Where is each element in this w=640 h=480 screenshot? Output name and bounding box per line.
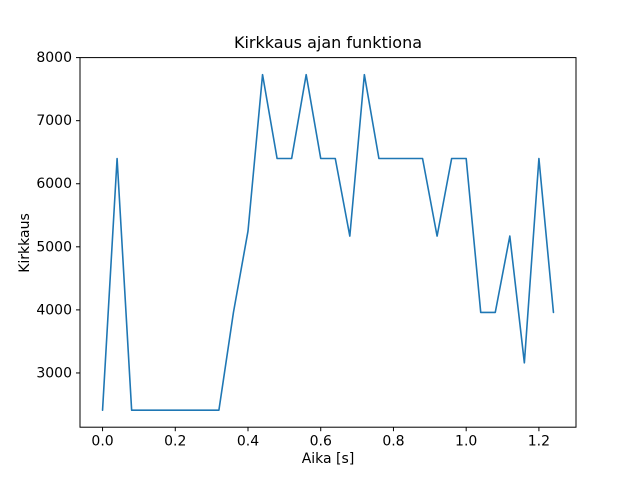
- y-tick-label: 6000: [36, 176, 72, 192]
- y-tick-label: 8000: [36, 50, 72, 66]
- y-tick-label: 3000: [36, 365, 72, 381]
- y-tick-label: 7000: [36, 113, 72, 129]
- x-axis-label: Aika [s]: [302, 451, 355, 467]
- plot-area: [79, 57, 577, 428]
- x-tick-label: 0.0: [91, 434, 113, 450]
- data-line: [101, 73, 555, 411]
- x-tick-label: 0.8: [382, 434, 404, 450]
- x-tick-label: 1.2: [528, 434, 550, 450]
- chart-title: Kirkkaus ajan funktiona: [234, 33, 422, 52]
- y-tick-label: 5000: [36, 239, 72, 255]
- axes-layer: 0.0 0.2 0.4 0.6 0.8 1.0 1.2 3000 4000 5000 6000 700…: [36, 50, 577, 450]
- y-axis-label: Kirkkaus: [17, 213, 33, 273]
- y-tick-label: 4000: [36, 302, 72, 318]
- x-tick-label: 0.4: [237, 434, 259, 450]
- x-tick-label: 1.0: [455, 434, 477, 450]
- line-layer: [101, 73, 555, 411]
- x-tick-label: 0.2: [164, 434, 186, 450]
- x-tick-label: 0.6: [310, 434, 332, 450]
